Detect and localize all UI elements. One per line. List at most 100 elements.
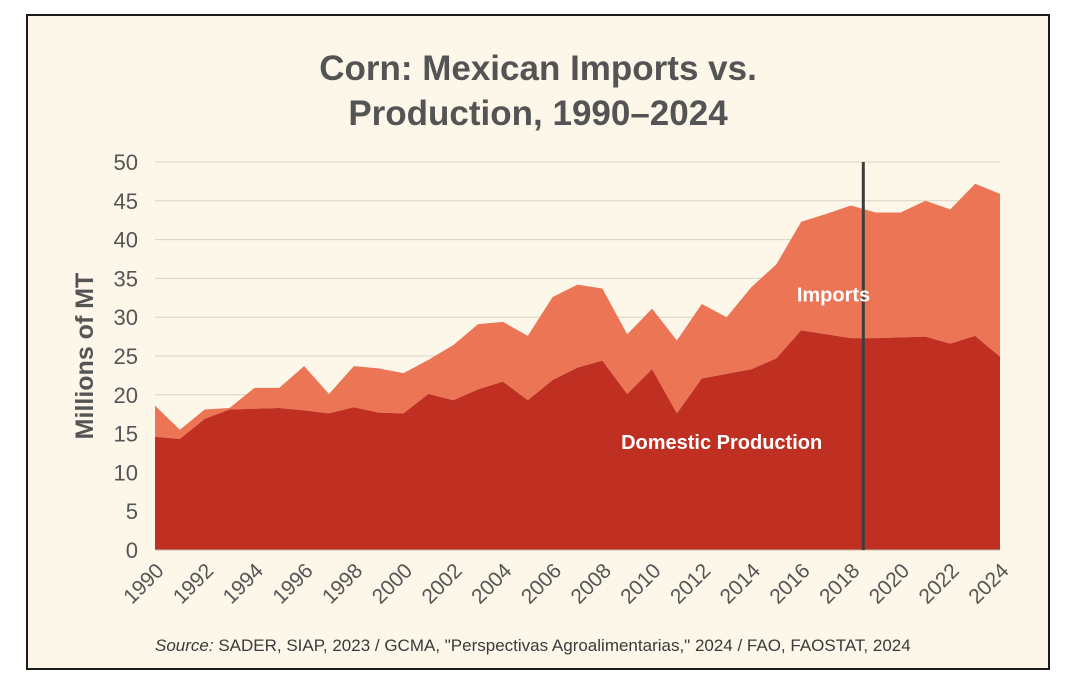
annotation-imports: Imports xyxy=(797,285,870,307)
point-production-2023 xyxy=(973,334,977,338)
chart-title: Corn: Mexican Imports vs. Production, 19… xyxy=(28,46,1048,136)
point-production-2000 xyxy=(402,411,406,415)
point-production-1999 xyxy=(377,411,381,415)
x-tick-label-2004: 2004 xyxy=(467,559,517,609)
point-imports-1997 xyxy=(327,392,331,396)
series-area-imports xyxy=(155,183,1000,440)
chart-title-line-1: Corn: Mexican Imports vs. xyxy=(319,49,757,88)
source-note: Source: SADER, SIAP, 2023 / GCMA, "Persp… xyxy=(155,636,911,656)
x-tick-label-2018: 2018 xyxy=(815,559,864,608)
point-production-2011 xyxy=(675,411,679,415)
point-production-2015 xyxy=(774,356,778,360)
y-tick-label-50: 50 xyxy=(114,150,138,175)
x-tick-label-1992: 1992 xyxy=(169,559,218,608)
point-imports-2014 xyxy=(749,285,753,289)
point-production-2017 xyxy=(824,332,828,336)
x-tick-label-1998: 1998 xyxy=(318,559,367,608)
point-production-1995 xyxy=(277,406,281,410)
x-tick-label-2022: 2022 xyxy=(915,559,964,608)
chart-title-line-2: Production, 1990–2024 xyxy=(348,94,728,133)
y-tick-label-45: 45 xyxy=(114,189,138,214)
point-imports-2005 xyxy=(526,334,530,338)
point-imports-1993 xyxy=(228,406,232,410)
y-tick-label-20: 20 xyxy=(114,383,138,408)
point-imports-2019 xyxy=(874,210,878,214)
y-tick-label-10: 10 xyxy=(114,460,138,485)
point-production-1990 xyxy=(153,435,157,439)
y-tick-label-0: 0 xyxy=(126,538,138,563)
point-production-2010 xyxy=(650,367,654,371)
point-production-2004 xyxy=(501,380,505,384)
point-imports-1992 xyxy=(203,408,207,412)
y-axis-label: Millions of MT xyxy=(71,273,99,440)
x-tick-label-1996: 1996 xyxy=(268,559,317,608)
point-imports-2008 xyxy=(600,286,604,290)
annotation-domestic-production: Domestic Production xyxy=(621,432,822,454)
point-production-2013 xyxy=(725,372,729,376)
x-tick-label-2006: 2006 xyxy=(517,559,566,608)
point-imports-1996 xyxy=(302,364,306,368)
point-imports-2010 xyxy=(650,307,654,311)
point-imports-2021 xyxy=(923,199,927,203)
point-imports-2007 xyxy=(576,283,580,287)
point-production-2014 xyxy=(749,367,753,371)
point-production-2024 xyxy=(998,355,1002,359)
point-imports-1995 xyxy=(277,386,281,390)
point-production-2003 xyxy=(476,387,480,391)
point-imports-2023 xyxy=(973,182,977,186)
point-imports-2000 xyxy=(402,371,406,375)
point-production-2018 xyxy=(849,336,853,340)
point-production-1996 xyxy=(302,408,306,412)
point-imports-2009 xyxy=(625,332,629,336)
point-production-2022 xyxy=(948,342,952,346)
point-imports-2015 xyxy=(774,262,778,266)
y-tick-label-15: 15 xyxy=(114,422,138,447)
point-imports-2018 xyxy=(849,203,853,207)
x-tick-label-1994: 1994 xyxy=(219,559,269,609)
source-text: SADER, SIAP, 2023 / GCMA, "Perspectivas … xyxy=(213,636,911,655)
point-imports-2011 xyxy=(675,338,679,342)
y-tick-label-25: 25 xyxy=(114,344,138,369)
point-imports-2004 xyxy=(501,320,505,324)
x-tick-label-2002: 2002 xyxy=(417,559,466,608)
x-tick-label-2020: 2020 xyxy=(865,559,914,608)
point-imports-2024 xyxy=(998,192,1002,196)
point-production-2019 xyxy=(874,336,878,340)
x-tick-label-2008: 2008 xyxy=(567,559,616,608)
point-production-2009 xyxy=(625,392,629,396)
point-imports-1991 xyxy=(178,428,182,432)
point-production-2021 xyxy=(923,335,927,339)
point-imports-1999 xyxy=(377,366,381,370)
x-tick-label-2012: 2012 xyxy=(666,559,715,608)
x-tick-label-2000: 2000 xyxy=(368,559,417,608)
x-tick-label-2014: 2014 xyxy=(716,559,766,609)
point-imports-2012 xyxy=(700,302,704,306)
point-production-2007 xyxy=(576,366,580,370)
point-imports-2020 xyxy=(899,210,903,214)
y-tick-label-35: 35 xyxy=(114,266,138,291)
series-area-domestic-production xyxy=(155,330,1000,550)
point-imports-2001 xyxy=(426,358,430,362)
source-label: Source: xyxy=(155,636,214,655)
point-production-2005 xyxy=(526,398,530,402)
point-production-2020 xyxy=(899,335,903,339)
point-production-2002 xyxy=(451,398,455,402)
point-imports-2016 xyxy=(799,220,803,224)
x-tick-label-2010: 2010 xyxy=(616,559,665,608)
point-production-1994 xyxy=(252,407,256,411)
point-production-1998 xyxy=(352,405,356,409)
x-tick-label-2016: 2016 xyxy=(765,559,814,608)
point-imports-2003 xyxy=(476,322,480,326)
point-production-2008 xyxy=(600,359,604,363)
point-imports-1990 xyxy=(153,404,157,408)
point-imports-2002 xyxy=(451,343,455,347)
point-production-2001 xyxy=(426,392,430,396)
y-tick-label-40: 40 xyxy=(114,228,138,253)
point-imports-1994 xyxy=(252,386,256,390)
point-imports-2006 xyxy=(551,295,555,299)
point-imports-2017 xyxy=(824,212,828,216)
point-production-2012 xyxy=(700,377,704,381)
x-tick-label-2024: 2024 xyxy=(964,559,1014,609)
point-production-1997 xyxy=(327,411,331,415)
